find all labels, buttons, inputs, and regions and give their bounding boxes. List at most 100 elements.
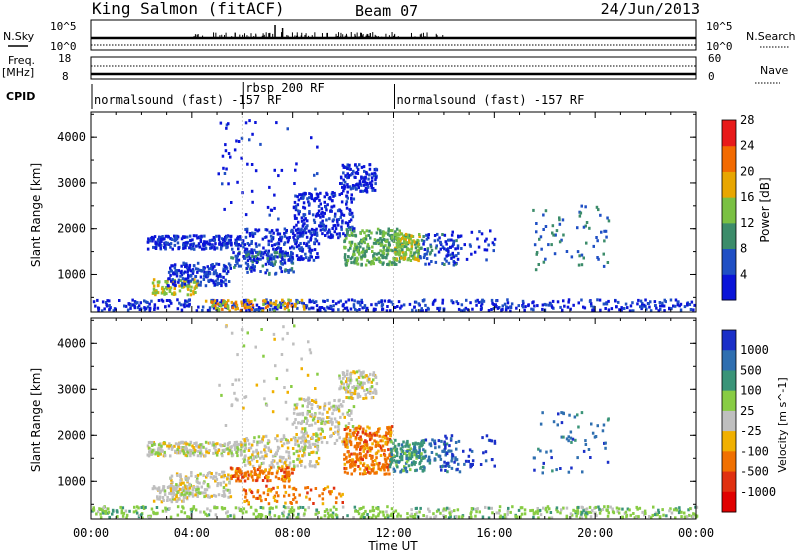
range-cell <box>198 242 201 245</box>
range-cell <box>692 308 695 311</box>
range-cell <box>283 478 286 481</box>
range-cell <box>491 302 494 305</box>
range-cell <box>296 516 299 519</box>
range-cell <box>178 279 181 282</box>
range-cell <box>227 122 230 125</box>
range-cell <box>537 510 540 513</box>
range-cell <box>431 249 434 252</box>
range-cell <box>359 462 362 465</box>
range-cell <box>299 398 302 401</box>
range-cell <box>496 511 499 514</box>
range-cell <box>440 241 443 244</box>
range-cell <box>533 457 536 460</box>
range-cell <box>334 215 337 218</box>
range-cell <box>170 302 173 305</box>
range-cell <box>302 231 305 234</box>
range-cell <box>284 302 287 305</box>
range-cell <box>410 447 413 450</box>
range-cell <box>607 417 610 420</box>
range-cell <box>171 238 174 241</box>
range-cell <box>229 482 232 485</box>
range-cell <box>312 502 315 505</box>
range-cell <box>348 299 351 302</box>
range-cell <box>315 439 318 442</box>
range-cell <box>363 306 366 309</box>
range-cell <box>450 450 453 453</box>
range-cell <box>359 472 362 475</box>
range-cell <box>293 247 296 250</box>
range-cell <box>661 302 664 305</box>
range-cell <box>210 476 213 479</box>
range-cell <box>224 507 227 510</box>
range-cell <box>215 513 218 516</box>
range-cell <box>337 433 340 436</box>
range-cell <box>224 474 227 477</box>
range-cell <box>606 217 609 220</box>
range-cell <box>316 234 319 237</box>
range-cell <box>591 509 594 512</box>
range-cell <box>327 307 330 310</box>
range-cell <box>246 248 249 251</box>
range-cell <box>543 261 546 264</box>
range-cell <box>375 176 378 179</box>
range-cell <box>238 243 241 246</box>
range-cell <box>302 434 305 437</box>
range-cell <box>147 248 150 251</box>
range-cell <box>105 303 108 306</box>
range-cell <box>346 383 349 386</box>
range-cell <box>225 424 228 427</box>
range-cell <box>291 229 294 232</box>
range-cell <box>419 467 422 470</box>
range-cell <box>285 458 288 461</box>
range-cell <box>385 472 388 475</box>
range-cell <box>311 403 314 406</box>
range-cell <box>329 210 332 213</box>
range-cell <box>247 331 250 334</box>
range-cell <box>353 247 356 250</box>
range-cell <box>288 477 291 480</box>
range-cell <box>298 198 301 201</box>
range-cell <box>337 301 340 304</box>
range-cell <box>360 458 363 461</box>
range-cell <box>288 309 291 312</box>
range-cell <box>343 453 346 456</box>
range-cell <box>221 454 224 457</box>
range-cell <box>406 470 409 473</box>
range-cell <box>544 258 547 261</box>
range-cell <box>570 431 573 434</box>
range-cell <box>298 437 301 440</box>
range-cell <box>259 440 262 443</box>
range-cell <box>209 272 212 275</box>
range-cell <box>551 469 554 472</box>
range-cell <box>298 494 301 497</box>
range-cell <box>182 262 185 265</box>
range-cell <box>150 300 153 303</box>
range-cell <box>267 489 270 492</box>
range-cell <box>206 474 209 477</box>
range-cell <box>180 510 183 513</box>
range-cell <box>482 516 485 519</box>
range-cell <box>563 412 566 415</box>
range-cell <box>478 301 481 304</box>
range-cell <box>277 486 280 489</box>
range-cell <box>309 498 312 501</box>
range-cell <box>607 461 610 464</box>
range-cell <box>423 256 426 259</box>
range-cell <box>349 247 352 250</box>
range-cell <box>316 509 319 512</box>
range-cell <box>470 512 473 515</box>
range-cell <box>255 169 258 172</box>
range-cell <box>345 456 348 459</box>
range-cell <box>148 516 151 519</box>
range-cell <box>278 477 281 480</box>
range-cell <box>185 442 188 445</box>
range-cell <box>168 271 171 274</box>
range-cell <box>354 234 357 237</box>
range-cell <box>314 197 317 200</box>
range-cell <box>227 305 230 308</box>
range-cell <box>207 279 210 282</box>
range-cell <box>387 230 390 233</box>
range-cell <box>410 508 413 511</box>
range-cell <box>255 450 257 453</box>
range-cell <box>223 243 226 246</box>
